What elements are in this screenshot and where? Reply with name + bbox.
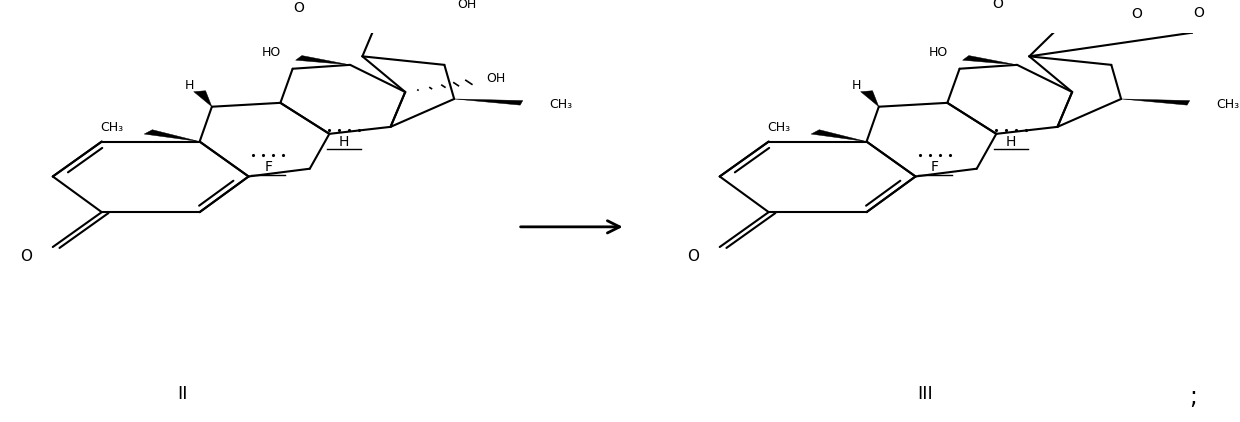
Polygon shape — [1121, 99, 1189, 105]
Polygon shape — [861, 91, 879, 107]
Text: II: II — [177, 385, 187, 403]
Text: F: F — [931, 160, 939, 174]
Polygon shape — [144, 130, 200, 142]
Text: O: O — [1193, 6, 1204, 20]
Text: H: H — [185, 79, 195, 92]
Polygon shape — [193, 91, 212, 107]
Text: O: O — [992, 0, 1003, 11]
Text: O: O — [294, 1, 304, 15]
Text: O: O — [20, 249, 32, 264]
Text: CH₃: CH₃ — [1216, 98, 1239, 111]
Text: OH: OH — [456, 0, 476, 11]
Polygon shape — [962, 56, 1017, 65]
Text: O: O — [1132, 8, 1142, 22]
Polygon shape — [811, 130, 867, 142]
Polygon shape — [295, 56, 350, 65]
Text: ;: ; — [1189, 385, 1198, 409]
Text: O: O — [687, 249, 699, 264]
Text: OH: OH — [486, 72, 506, 85]
Polygon shape — [454, 99, 523, 105]
Text: H: H — [339, 135, 350, 149]
Text: F: F — [264, 160, 272, 174]
Text: CH₃: CH₃ — [100, 121, 123, 134]
Text: HO: HO — [929, 46, 949, 59]
Text: H: H — [852, 79, 862, 92]
Text: III: III — [918, 385, 934, 403]
Text: CH₃: CH₃ — [549, 98, 572, 111]
Text: CH₃: CH₃ — [766, 121, 790, 134]
Text: H: H — [1006, 135, 1016, 149]
Text: HO: HO — [262, 46, 281, 59]
